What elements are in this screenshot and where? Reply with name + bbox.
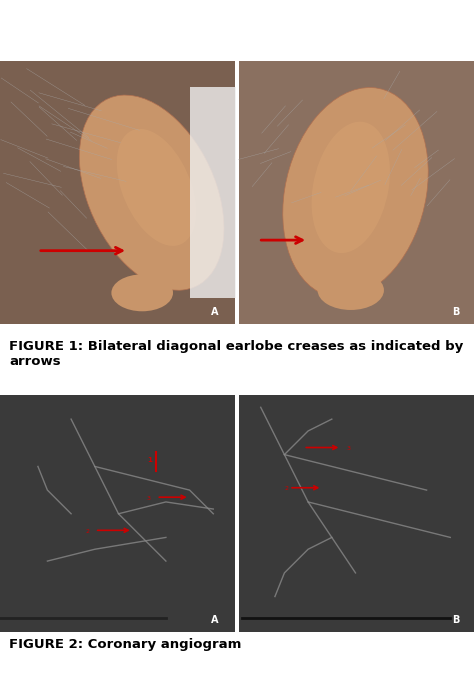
Ellipse shape — [117, 129, 196, 246]
Ellipse shape — [311, 122, 390, 253]
Text: 2: 2 — [284, 486, 288, 491]
Ellipse shape — [111, 274, 173, 311]
Text: 2: 2 — [85, 529, 89, 533]
FancyBboxPatch shape — [0, 395, 235, 632]
Ellipse shape — [318, 270, 384, 310]
Text: 3: 3 — [346, 446, 350, 451]
FancyBboxPatch shape — [0, 61, 235, 324]
Ellipse shape — [80, 95, 224, 290]
FancyBboxPatch shape — [190, 87, 237, 298]
Text: B: B — [452, 615, 460, 625]
FancyBboxPatch shape — [239, 395, 474, 632]
Text: 1: 1 — [147, 457, 152, 462]
FancyBboxPatch shape — [239, 61, 474, 324]
Text: A: A — [210, 307, 218, 316]
Text: B: B — [452, 307, 460, 316]
Ellipse shape — [283, 88, 428, 297]
Text: FIGURE 2: Coronary angiogram: FIGURE 2: Coronary angiogram — [9, 638, 242, 651]
Text: 3: 3 — [147, 496, 151, 500]
Text: A: A — [210, 615, 218, 625]
Text: FIGURE 1: Bilateral diagonal earlobe creases as indicated by
arrows: FIGURE 1: Bilateral diagonal earlobe cre… — [9, 339, 464, 368]
